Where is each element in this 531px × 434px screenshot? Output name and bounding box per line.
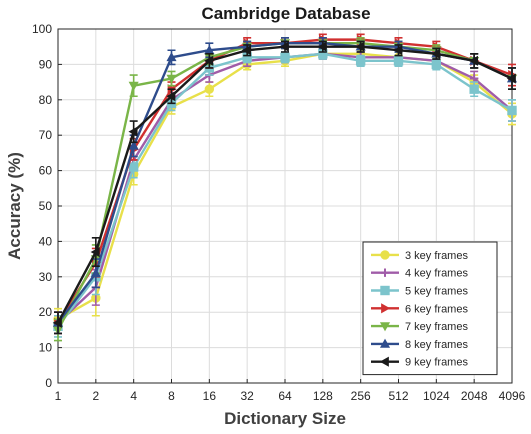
legend-entry: 5 key frames (371, 286, 468, 298)
y-axis-ticks: 0 10 20 30 40 50 60 70 80 90 100 (32, 22, 62, 390)
legend-label: 3 key frames (405, 250, 468, 262)
data-point-triangle-left (204, 55, 214, 66)
x-tick-label: 256 (351, 389, 371, 403)
x-tick-label: 1 (55, 389, 62, 403)
data-point-square (469, 84, 479, 94)
data-point-square (380, 285, 390, 296)
data-point-triangle-left (431, 48, 441, 59)
series-layer (52, 33, 518, 342)
data-point-square (507, 105, 517, 116)
y-tick-label: 90 (39, 57, 53, 71)
x-tick-label: 8 (168, 389, 175, 403)
x-tick-label: 1024 (423, 389, 450, 403)
chart-title: Cambridge Database (201, 4, 370, 23)
x-axis-ticks: 1 2 4 8 16 32 64 128 256 512 1024 2048 4096 (55, 379, 526, 403)
data-point-triangle-down (166, 74, 177, 84)
data-point-triangle-left (355, 41, 365, 52)
data-point-triangle-left (166, 91, 176, 102)
data-point-triangle-left (393, 45, 403, 56)
legend-entry: 7 key frames (371, 321, 468, 333)
x-axis-title: Dictionary Size (224, 409, 346, 428)
legend-label: 5 key frames (405, 286, 468, 298)
data-point-triangle-left (279, 41, 289, 52)
legend-label: 8 key frames (405, 339, 468, 351)
y-tick-label: 50 (39, 199, 53, 213)
y-tick-label: 20 (39, 305, 53, 319)
legend-entry: 6 key frames (371, 303, 468, 315)
data-point-triangle-left (379, 356, 389, 367)
legend-label: 7 key frames (405, 321, 468, 333)
legend-label: 4 key frames (405, 268, 468, 280)
y-tick-label: 40 (39, 234, 53, 248)
y-tick-label: 30 (39, 270, 53, 284)
data-point-square (431, 59, 442, 70)
y-tick-label: 60 (39, 164, 53, 178)
data-point-triangle-left (317, 41, 327, 52)
data-point-triangle-left (128, 126, 138, 137)
data-point-square (355, 56, 366, 66)
y-tick-label: 80 (39, 93, 53, 107)
data-point-triangle-right (381, 303, 391, 314)
x-tick-label: 2 (92, 389, 99, 403)
x-tick-label: 32 (240, 389, 254, 403)
data-point-square (393, 56, 404, 66)
x-tick-label: 128 (313, 389, 333, 403)
data-point-triangle-up (128, 140, 139, 150)
legend-entry: 4 key frames (371, 268, 468, 280)
data-point-triangle-left (90, 246, 100, 258)
y-tick-label: 0 (45, 376, 52, 390)
data-point-triangle-up (90, 268, 101, 278)
data-point-triangle-left (468, 55, 479, 66)
legend-entry: 3 key frames (371, 250, 468, 262)
data-point-square (280, 52, 290, 63)
data-point-triangle-down (379, 322, 391, 332)
data-point-circle (204, 84, 215, 94)
data-point-square (128, 162, 139, 172)
data-point-triangle-left (52, 317, 62, 328)
x-tick-label: 4 (130, 389, 137, 403)
x-tick-label: 16 (203, 389, 217, 403)
data-point-triangle-up (166, 52, 177, 62)
y-tick-label: 70 (39, 128, 53, 142)
y-tick-label: 10 (39, 341, 53, 355)
legend: 3 key frames 4 key frames 5 key frames 6 ke… (362, 241, 498, 376)
data-point-triangle-left (506, 73, 516, 84)
data-point-triangle-left (241, 45, 252, 56)
legend-label: 9 key frames (405, 357, 468, 369)
data-point-circle (380, 250, 390, 260)
x-tick-label: 4096 (499, 389, 526, 403)
data-point-triangle-up (379, 338, 391, 348)
legend-label: 6 key frames (405, 303, 468, 315)
x-tick-label: 512 (388, 389, 408, 403)
legend-entry: 8 key frames (371, 338, 468, 351)
legend-entry: 9 key frames (371, 356, 468, 369)
series-7 (52, 40, 516, 335)
x-tick-label: 64 (278, 389, 292, 403)
data-point-plus (380, 268, 390, 277)
x-tick-label: 2048 (461, 389, 488, 403)
data-point-triangle-down (128, 81, 139, 91)
y-tick-label: 100 (32, 22, 52, 36)
y-axis-title: Accuracy (%) (5, 152, 24, 260)
